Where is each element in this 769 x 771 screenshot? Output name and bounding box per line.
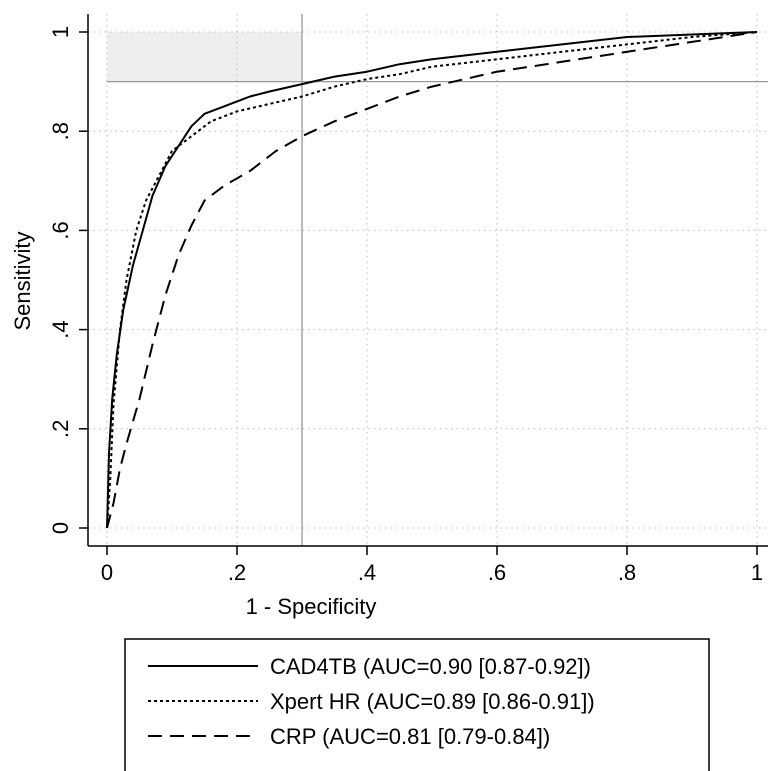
legend-label-1: CAD4TB (AUC=0.90 [0.87-0.92]): [270, 654, 591, 679]
y-tick-label: .8: [48, 122, 73, 140]
reference-lines: [107, 14, 768, 546]
x-tick-label: .6: [488, 560, 506, 585]
series-line-3: [106, 31, 758, 529]
x-tick-label: .4: [358, 560, 376, 585]
x-tick-label: .8: [618, 560, 636, 585]
legend: CAD4TB (AUC=0.90 [0.87-0.92]) Xpert HR (A…: [124, 638, 710, 771]
series-line-1: [106, 31, 758, 529]
legend-label-2: Xpert HR (AUC=0.89 [0.86-0.91]): [270, 689, 595, 714]
legend-label-3: CRP (AUC=0.81 [0.79-0.84]): [270, 724, 550, 749]
x-tick-label: .2: [228, 560, 246, 585]
y-tick-label: 1: [48, 26, 73, 38]
axis-ticks: 0 .2 .4 .6 .8 1 0 .2 .4 .6 .8 1: [48, 26, 763, 585]
y-tick-label: .4: [48, 320, 73, 338]
y-tick-label: 0: [48, 522, 73, 534]
x-tick-label: 1: [751, 560, 763, 585]
series-lines: [106, 31, 758, 529]
y-tick-label: .2: [48, 420, 73, 438]
y-tick-label: .6: [48, 221, 73, 239]
shaded-region: [107, 32, 302, 82]
gridlines: [88, 14, 768, 546]
series-line-2: [106, 31, 758, 529]
x-axis-title: 1 - Specificity: [246, 594, 377, 619]
x-tick-label: 0: [101, 560, 113, 585]
y-axis-title: Sensitivity: [10, 231, 35, 330]
legend-box: [124, 638, 710, 771]
